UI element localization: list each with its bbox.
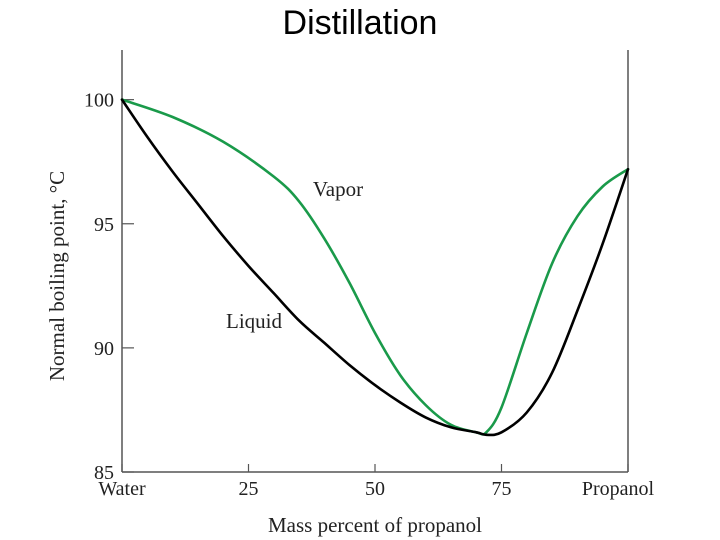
x-tick-label: Propanol xyxy=(582,478,655,500)
y-tick-label: 100 xyxy=(84,90,114,112)
liquid-series-label: Liquid xyxy=(226,309,282,333)
x-tick-label: 25 xyxy=(239,478,259,500)
x-tick-label: Water xyxy=(98,478,146,500)
x-tick-label: 75 xyxy=(492,478,512,500)
y-tick-label: 95 xyxy=(94,214,114,236)
x-axis-title: Mass percent of propanol xyxy=(268,513,482,537)
vapor-curve xyxy=(120,98,630,436)
y-axis-title: Normal boiling point, °C xyxy=(45,171,69,381)
liquid-curve xyxy=(120,98,630,437)
y-tick-label: 90 xyxy=(94,338,114,360)
labels-layer: Water 25 50 75 Propanol 85 90 95 100 Mass percent… xyxy=(45,90,655,537)
vapor-series-label: Vapor xyxy=(313,177,363,201)
series-layer xyxy=(120,98,630,437)
x-tick-label: 50 xyxy=(365,478,385,500)
slide-title: Distillation xyxy=(282,4,438,42)
y-tick-label: 85 xyxy=(94,462,114,484)
axes xyxy=(121,50,629,473)
